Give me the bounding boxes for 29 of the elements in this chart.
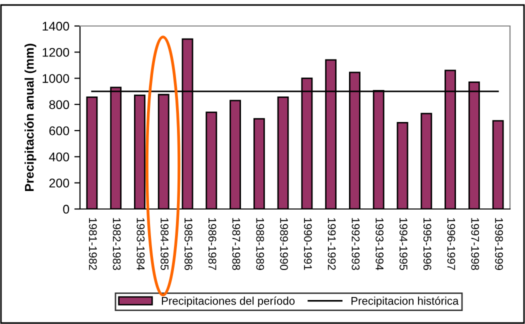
x-tick-label: 1982-1983	[112, 218, 121, 270]
x-tick-label: 1987-1988	[232, 218, 240, 270]
x-tick-label: 1994-1995	[400, 218, 408, 270]
x-tick-label: 1986-1987	[208, 218, 216, 270]
y-tick-label: 1400	[42, 22, 70, 31]
y-tick-label: 200	[49, 178, 70, 188]
x-tick-label: 1985-1986	[184, 218, 192, 270]
x-tick-label: 1988-1989	[256, 218, 264, 270]
y-axis-title: Precipitación anual (mm)	[24, 44, 36, 191]
y-tick-label: 0	[63, 204, 70, 214]
legend-label: Precipitacion histórica	[352, 296, 459, 308]
x-tick-label: 1983-1984	[136, 218, 145, 270]
x-tick-label: 1990-1991	[304, 218, 312, 270]
x-tick-label: 1996-1997	[447, 218, 456, 270]
x-tick-label: 1981-1982	[88, 218, 97, 270]
y-tick-label: 800	[49, 100, 70, 110]
y-tick-label: 1000	[42, 74, 70, 83]
y-tick-label: 400	[49, 152, 70, 162]
x-tick-label: 1992-1993	[352, 218, 360, 270]
x-tick-label: 1997-1998	[471, 218, 480, 270]
legend-label: Precipitaciones del período	[162, 296, 295, 308]
x-tick-label: 1998-1999	[495, 218, 503, 270]
x-tick-label: 1993-1994	[376, 218, 384, 270]
x-tick-label: 1984-1985	[160, 218, 168, 270]
x-tick-label: 1989-1990	[280, 218, 288, 270]
y-tick-label: 1200	[42, 48, 70, 57]
y-tick-label: 600	[49, 126, 70, 136]
x-tick-label: 1995-1996	[423, 218, 432, 270]
x-tick-label: 1991-1992	[328, 218, 336, 270]
